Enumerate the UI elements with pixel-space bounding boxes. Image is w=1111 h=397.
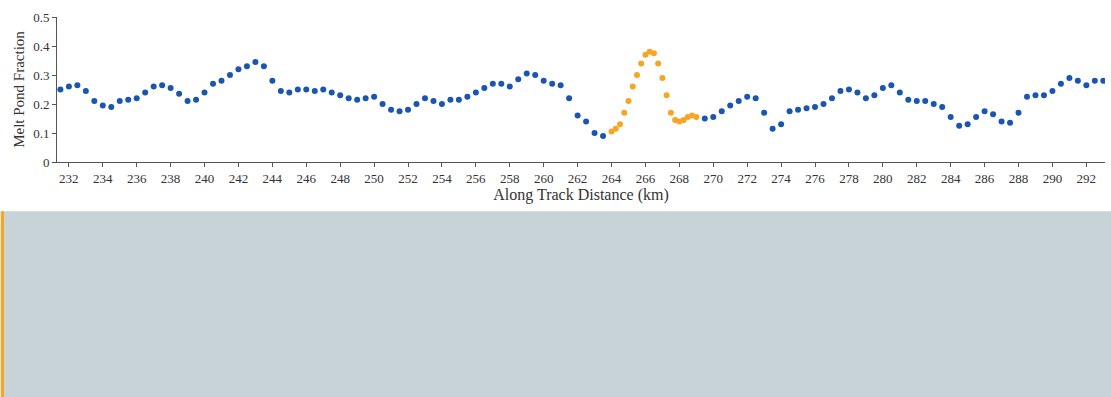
svg-text:286: 286 [975, 171, 995, 186]
svg-text:Along Track Distance (km): Along Track Distance (km) [493, 186, 669, 204]
svg-text:272: 272 [737, 171, 757, 186]
svg-text:258: 258 [500, 171, 520, 186]
svg-text:284: 284 [941, 171, 961, 186]
svg-text:282: 282 [907, 171, 927, 186]
svg-text:266: 266 [636, 171, 656, 186]
svg-text:256: 256 [466, 171, 486, 186]
svg-text:292: 292 [1077, 171, 1097, 186]
svg-text:246: 246 [297, 171, 317, 186]
svg-text:274: 274 [771, 171, 791, 186]
svg-text:288: 288 [1009, 171, 1029, 186]
svg-text:270: 270 [704, 171, 724, 186]
svg-text:0: 0 [43, 155, 50, 170]
svg-text:264: 264 [602, 171, 622, 186]
svg-text:0.5: 0.5 [33, 10, 49, 25]
svg-text:278: 278 [839, 171, 859, 186]
svg-text:268: 268 [670, 171, 690, 186]
svg-text:0.4: 0.4 [33, 39, 50, 54]
svg-text:290: 290 [1043, 171, 1063, 186]
svg-text:254: 254 [432, 171, 452, 186]
svg-text:Melt Pond Fraction: Melt Pond Fraction [11, 31, 27, 148]
svg-text:242: 242 [229, 171, 249, 186]
svg-text:252: 252 [398, 171, 418, 186]
svg-text:238: 238 [161, 171, 181, 186]
svg-text:262: 262 [568, 171, 588, 186]
svg-text:0.2: 0.2 [33, 97, 49, 112]
svg-text:260: 260 [534, 171, 554, 186]
svg-text:0.1: 0.1 [33, 126, 49, 141]
svg-text:234: 234 [93, 171, 113, 186]
svg-text:236: 236 [127, 171, 147, 186]
svg-text:250: 250 [364, 171, 384, 186]
svg-text:244: 244 [263, 171, 283, 186]
svg-text:0.3: 0.3 [33, 68, 49, 83]
svg-text:248: 248 [330, 171, 350, 186]
svg-text:276: 276 [805, 171, 825, 186]
svg-text:232: 232 [59, 171, 79, 186]
svg-text:240: 240 [195, 171, 215, 186]
svg-text:280: 280 [873, 171, 893, 186]
